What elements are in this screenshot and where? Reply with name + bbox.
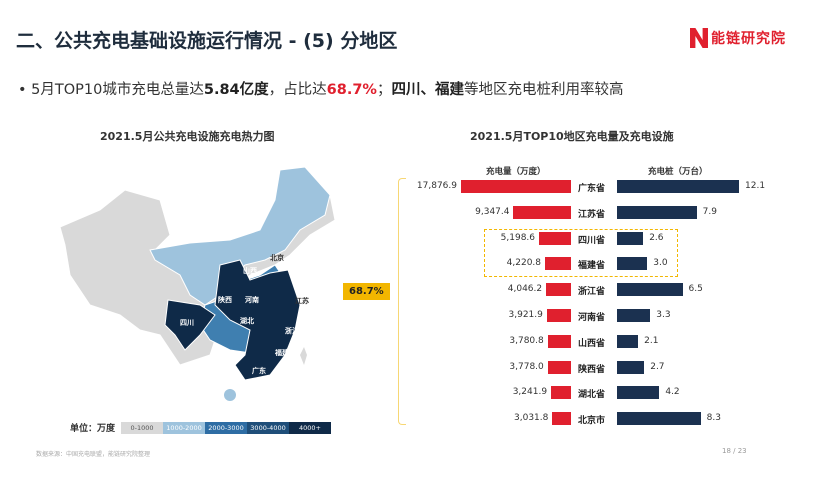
piles-label: 12.1 xyxy=(745,181,766,191)
page-title: 二、公共充电基础设施运行情况 - (5) 分地区 xyxy=(16,30,398,52)
logo-n-icon xyxy=(690,28,708,48)
bullet-text: 等地区充电桩利用率较高 xyxy=(463,82,624,98)
bullet-bold-regions: 四川、福建 xyxy=(391,82,464,98)
province-label: 四川省 xyxy=(578,235,606,246)
energy-label: 3,778.0 xyxy=(509,361,544,372)
energy-bar xyxy=(546,309,571,322)
legend-bin: 0-1000 xyxy=(121,421,164,434)
piles-bar xyxy=(617,412,701,426)
map-label: 广东 xyxy=(252,366,266,375)
bullet-share: 68.7% xyxy=(326,82,377,98)
legend-bin: 2000-3000 xyxy=(205,421,248,434)
map-label: 北京 xyxy=(270,253,284,262)
legend-bin: 1000-2000 xyxy=(163,421,206,434)
energy-bar xyxy=(547,360,571,374)
piles-bar xyxy=(617,360,645,374)
bullet-text: 5月TOP10城市充电总量达 xyxy=(31,82,204,98)
highlight-box xyxy=(484,229,678,277)
province-label: 河南省 xyxy=(578,313,606,323)
chart-title: 2021.5月TOP10地区充电量及充电设施 xyxy=(470,130,674,143)
map-label: 福建 xyxy=(274,348,290,357)
energy-label: 4,046.2 xyxy=(507,284,543,295)
page-number: 18 / 23 xyxy=(722,447,747,455)
piles-bar xyxy=(617,334,639,348)
map-region-sichuan xyxy=(164,299,216,351)
province-label: 江苏省 xyxy=(578,209,606,220)
map-label: 湖北 xyxy=(240,316,254,325)
piles-bar xyxy=(617,205,697,219)
piles-bar xyxy=(617,231,644,245)
legend-bin: 3000-4000 xyxy=(247,421,290,434)
map-label: 河南 xyxy=(245,295,259,304)
province-label: 湖北省 xyxy=(578,390,606,401)
energy-label: 17,876.9 xyxy=(416,181,457,191)
map-label: 山西 xyxy=(243,266,257,275)
legend-bin: 4000+ xyxy=(289,421,332,434)
province-label: 浙江省 xyxy=(578,287,606,298)
energy-label: 3,921.9 xyxy=(508,310,543,320)
province-label: 福建省 xyxy=(578,261,606,272)
piles-label: 2.6 xyxy=(649,232,664,243)
map-region-north xyxy=(149,166,331,306)
share-badge: 68.7% xyxy=(343,283,390,300)
piles-bar xyxy=(617,386,660,400)
piles-label: 8.3 xyxy=(706,413,721,424)
energy-bar xyxy=(545,257,571,271)
summary-bullet: • 5月TOP10城市充电总量达5.84亿度，占比达68.7%；四川、福建等地区… xyxy=(18,82,624,98)
bullet-bold-total: 5.84亿度 xyxy=(203,82,269,98)
map-region-hainan xyxy=(224,389,236,401)
energy-bar xyxy=(546,283,571,297)
china-heat-map: 北京 山西 陕西 河南 江苏 四川 湖北 浙江 福建 广东 xyxy=(59,166,336,401)
map-region-east xyxy=(214,259,301,381)
col-header-piles: 充电桩（万台） xyxy=(648,167,708,177)
map-region-taiwan xyxy=(300,347,307,365)
energy-bar xyxy=(547,334,571,348)
piles-label: 3.3 xyxy=(656,310,671,320)
energy-bar xyxy=(461,180,571,193)
piles-bar xyxy=(617,309,651,322)
legend-unit: 单位：万度 xyxy=(70,424,116,434)
bullet-text: ，占比达 xyxy=(268,82,327,98)
piles-label: 4.2 xyxy=(665,387,680,398)
energy-bar xyxy=(513,205,571,219)
map-title: 2021.5月公共充电设施充电热力图 xyxy=(100,130,275,143)
energy-label: 4,220.8 xyxy=(506,258,542,269)
piles-bar xyxy=(617,283,683,297)
piles-label: 2.1 xyxy=(644,335,659,346)
province-label: 广东省 xyxy=(578,184,606,194)
province-label: 陕西省 xyxy=(578,364,606,375)
piles-bar xyxy=(617,257,648,271)
piles-label: 3.0 xyxy=(653,258,668,269)
bullet-text: ； xyxy=(376,82,392,98)
map-label: 江苏 xyxy=(295,296,309,305)
logo-text: 能链研究院 xyxy=(711,31,786,47)
piles-bar xyxy=(617,180,739,193)
piles-label: 2.7 xyxy=(650,361,665,372)
energy-bar xyxy=(551,386,571,400)
energy-label: 5,198.6 xyxy=(500,232,536,243)
col-header-energy: 充电量（万度） xyxy=(486,167,546,177)
energy-label: 3,780.8 xyxy=(509,335,544,346)
data-source: 数据来源：中国充电联盟，能链研究院整理 xyxy=(36,451,151,458)
energy-label: 9,347.4 xyxy=(475,206,510,217)
piles-label: 6.5 xyxy=(688,284,703,295)
map-legend: 单位：万度 0-1000 1000-2000 2000-3000 3000-40… xyxy=(70,421,332,434)
energy-label: 3,031.8 xyxy=(514,413,549,424)
map-label: 四川 xyxy=(180,319,194,327)
top10-bracket xyxy=(398,178,406,425)
energy-bar xyxy=(552,412,571,426)
province-label: 山西省 xyxy=(578,338,606,349)
energy-label: 3,241.9 xyxy=(512,387,548,398)
province-label: 北京市 xyxy=(578,416,606,427)
piles-label: 7.9 xyxy=(702,206,717,217)
map-label: 陕西 xyxy=(218,295,232,304)
brand-logo: 能链研究院 xyxy=(690,28,786,48)
energy-bar xyxy=(539,231,571,245)
map-label: 浙江 xyxy=(285,326,299,335)
